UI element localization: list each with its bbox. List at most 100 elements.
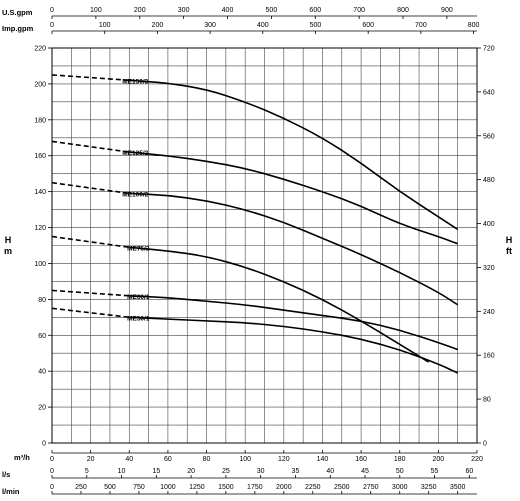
left-axis-tick-label: 140 bbox=[34, 189, 46, 196]
flow-m3h-axis-tick-label: 160 bbox=[355, 456, 367, 463]
flow-ls-axis-tick-label: 10 bbox=[118, 468, 126, 475]
flow-m3h-axis-tick-label: 140 bbox=[317, 456, 329, 463]
flow-lmin-axis-tick-label: 500 bbox=[104, 484, 116, 491]
flow-ls-axis-tick-label: 55 bbox=[431, 468, 439, 475]
curve-me150-3 bbox=[129, 79, 459, 231]
flow-lmin-axis-tick-label: 3250 bbox=[421, 484, 437, 491]
curve-label-me60-1: ME60/1 bbox=[127, 294, 150, 301]
us-gpm-axis-tick-label: 500 bbox=[266, 7, 278, 14]
flow-m3h-axis-tick-label: 40 bbox=[125, 456, 133, 463]
us-gpm-axis-tick-label: 400 bbox=[222, 7, 234, 14]
flow-ls-axis-tick-label: 25 bbox=[222, 468, 230, 475]
imp-gpm-axis-tick-label: 600 bbox=[362, 22, 374, 29]
imp-gpm-axis-tick-label: 200 bbox=[152, 22, 164, 29]
flow-ls-axis-tick-label: 5 bbox=[85, 468, 89, 475]
flow-ls-axis-tick-label: 35 bbox=[292, 468, 300, 475]
flow-m3h-axis-tick-label: 80 bbox=[203, 456, 211, 463]
left-axis-tick-label: 120 bbox=[34, 225, 46, 232]
left-axis-tick-label: 200 bbox=[34, 81, 46, 88]
curve-me75-2 bbox=[129, 246, 430, 363]
imp-gpm-axis-tick-label: 700 bbox=[415, 22, 427, 29]
us-gpm-axis-tick-label: 100 bbox=[90, 7, 102, 14]
imp-gpm-axis-tick-label: 500 bbox=[310, 22, 322, 29]
curve-me50-1 bbox=[129, 316, 459, 374]
right-axis-tick-label: 720 bbox=[483, 46, 495, 53]
flow-m3h-axis-tick-label: 220 bbox=[471, 456, 483, 463]
flow-lmin-axis-tick-label: 1500 bbox=[218, 484, 234, 491]
us-gpm-axis-tick-label: 300 bbox=[178, 7, 190, 14]
left-axis-tick-label: 20 bbox=[38, 405, 46, 412]
imp-gpm-axis-tick-label: 0 bbox=[50, 22, 54, 29]
curve-label-me100-2: ME100/2 bbox=[122, 191, 148, 198]
flow-lmin-axis-tick-label: 1250 bbox=[189, 484, 205, 491]
flow-m3h-axis-unit: m³/h bbox=[14, 453, 30, 462]
curve-label-me50-1: ME50/1 bbox=[127, 315, 150, 322]
right-axis-tick-label: 240 bbox=[483, 309, 495, 316]
flow-m3h-axis-tick-label: 100 bbox=[239, 456, 251, 463]
plot-frame bbox=[51, 47, 478, 444]
left-axis-tick-label: 160 bbox=[34, 153, 46, 160]
imp-gpm-axis-tick-label: 400 bbox=[257, 22, 269, 29]
curve-me125-2 bbox=[129, 151, 458, 245]
imp-gpm-axis-unit: Imp.gpm bbox=[2, 24, 34, 33]
flow-ls-axis-tick-label: 15 bbox=[152, 468, 160, 475]
us-gpm-axis-tick-label: 900 bbox=[441, 7, 453, 14]
flow-m3h-axis-tick-label: 0 bbox=[50, 456, 54, 463]
flow-ls-axis-tick-label: 50 bbox=[396, 468, 404, 475]
right-axis-tick-label: 0 bbox=[483, 441, 487, 448]
flow-lmin-axis-tick-label: 2500 bbox=[334, 484, 350, 491]
right-axis-tick-label: 480 bbox=[483, 177, 495, 184]
flow-lmin-axis-unit: l/min bbox=[2, 487, 20, 496]
flow-ls-axis-tick-label: 45 bbox=[361, 468, 369, 475]
left-axis-tick-label: 80 bbox=[38, 297, 46, 304]
curve-me60-1-dashed bbox=[51, 289, 130, 297]
us-gpm-axis-tick-label: 200 bbox=[134, 7, 146, 14]
curve-me150-3-dashed bbox=[51, 74, 130, 82]
flow-lmin-axis-tick-label: 2250 bbox=[305, 484, 321, 491]
us-gpm-axis-tick-label: 700 bbox=[353, 7, 365, 14]
flow-ls-axis-tick-label: 30 bbox=[257, 468, 265, 475]
imp-gpm-axis-tick-label: 100 bbox=[99, 22, 111, 29]
flow-m3h-axis-tick-label: 60 bbox=[164, 456, 172, 463]
flow-lmin-axis-tick-label: 0 bbox=[50, 484, 54, 491]
us-gpm-axis-tick-label: 0 bbox=[50, 7, 54, 14]
right-axis-unit-top: H bbox=[506, 235, 513, 245]
curve-me60-1 bbox=[129, 295, 459, 351]
left-axis-tick-label: 40 bbox=[38, 369, 46, 376]
flow-lmin-axis-tick-label: 2000 bbox=[276, 484, 292, 491]
left-axis-tick-label: 220 bbox=[34, 46, 46, 53]
flow-lmin-axis-tick-label: 2750 bbox=[363, 484, 379, 491]
curve-me50-1-dashed bbox=[51, 307, 130, 319]
flow-lmin-axis-tick-label: 3500 bbox=[450, 484, 466, 491]
flow-lmin-axis-tick-label: 1750 bbox=[247, 484, 263, 491]
flow-ls-axis-tick-label: 60 bbox=[465, 468, 473, 475]
curve-label-me75-2: ME75/2 bbox=[127, 245, 150, 252]
left-axis-unit-bottom: m bbox=[4, 246, 12, 256]
left-axis-unit-top: H bbox=[5, 235, 12, 245]
grid bbox=[51, 47, 478, 444]
left-axis-tick-label: 100 bbox=[34, 261, 46, 268]
flow-lmin-axis-tick-label: 1000 bbox=[160, 484, 176, 491]
left-axis-tick-label: 0 bbox=[42, 441, 46, 448]
flow-lmin-axis-tick-label: 250 bbox=[75, 484, 87, 491]
us-gpm-axis-tick-label: 600 bbox=[309, 7, 321, 14]
right-axis-tick-label: 80 bbox=[483, 397, 491, 404]
curves bbox=[51, 74, 459, 374]
flow-lmin-axis-tick-label: 3000 bbox=[392, 484, 408, 491]
right-axis-tick-label: 320 bbox=[483, 265, 495, 272]
curve-me125-2-dashed bbox=[51, 140, 130, 153]
flow-m3h-axis-tick-label: 120 bbox=[278, 456, 290, 463]
flow-ls-axis-tick-label: 0 bbox=[50, 468, 54, 475]
curve-labels: ME150/3 ME125/2 ME100/2 ME75/2 ME60/1 ME50/1 bbox=[122, 78, 150, 322]
right-axis-tick-label: 640 bbox=[483, 89, 495, 96]
flow-m3h-axis-tick-label: 200 bbox=[433, 456, 445, 463]
imp-gpm-axis-tick-label: 300 bbox=[204, 22, 216, 29]
us-gpm-axis-unit: U.S.gpm bbox=[2, 8, 33, 17]
curve-label-me150-3: ME150/3 bbox=[122, 78, 148, 85]
curve-me100-2 bbox=[129, 192, 459, 306]
flow-m3h-axis-tick-label: 20 bbox=[87, 456, 95, 463]
flow-lmin-axis-tick-label: 750 bbox=[133, 484, 145, 491]
curve-me100-2-dashed bbox=[51, 181, 130, 195]
imp-gpm-axis-tick-label: 800 bbox=[468, 22, 480, 29]
